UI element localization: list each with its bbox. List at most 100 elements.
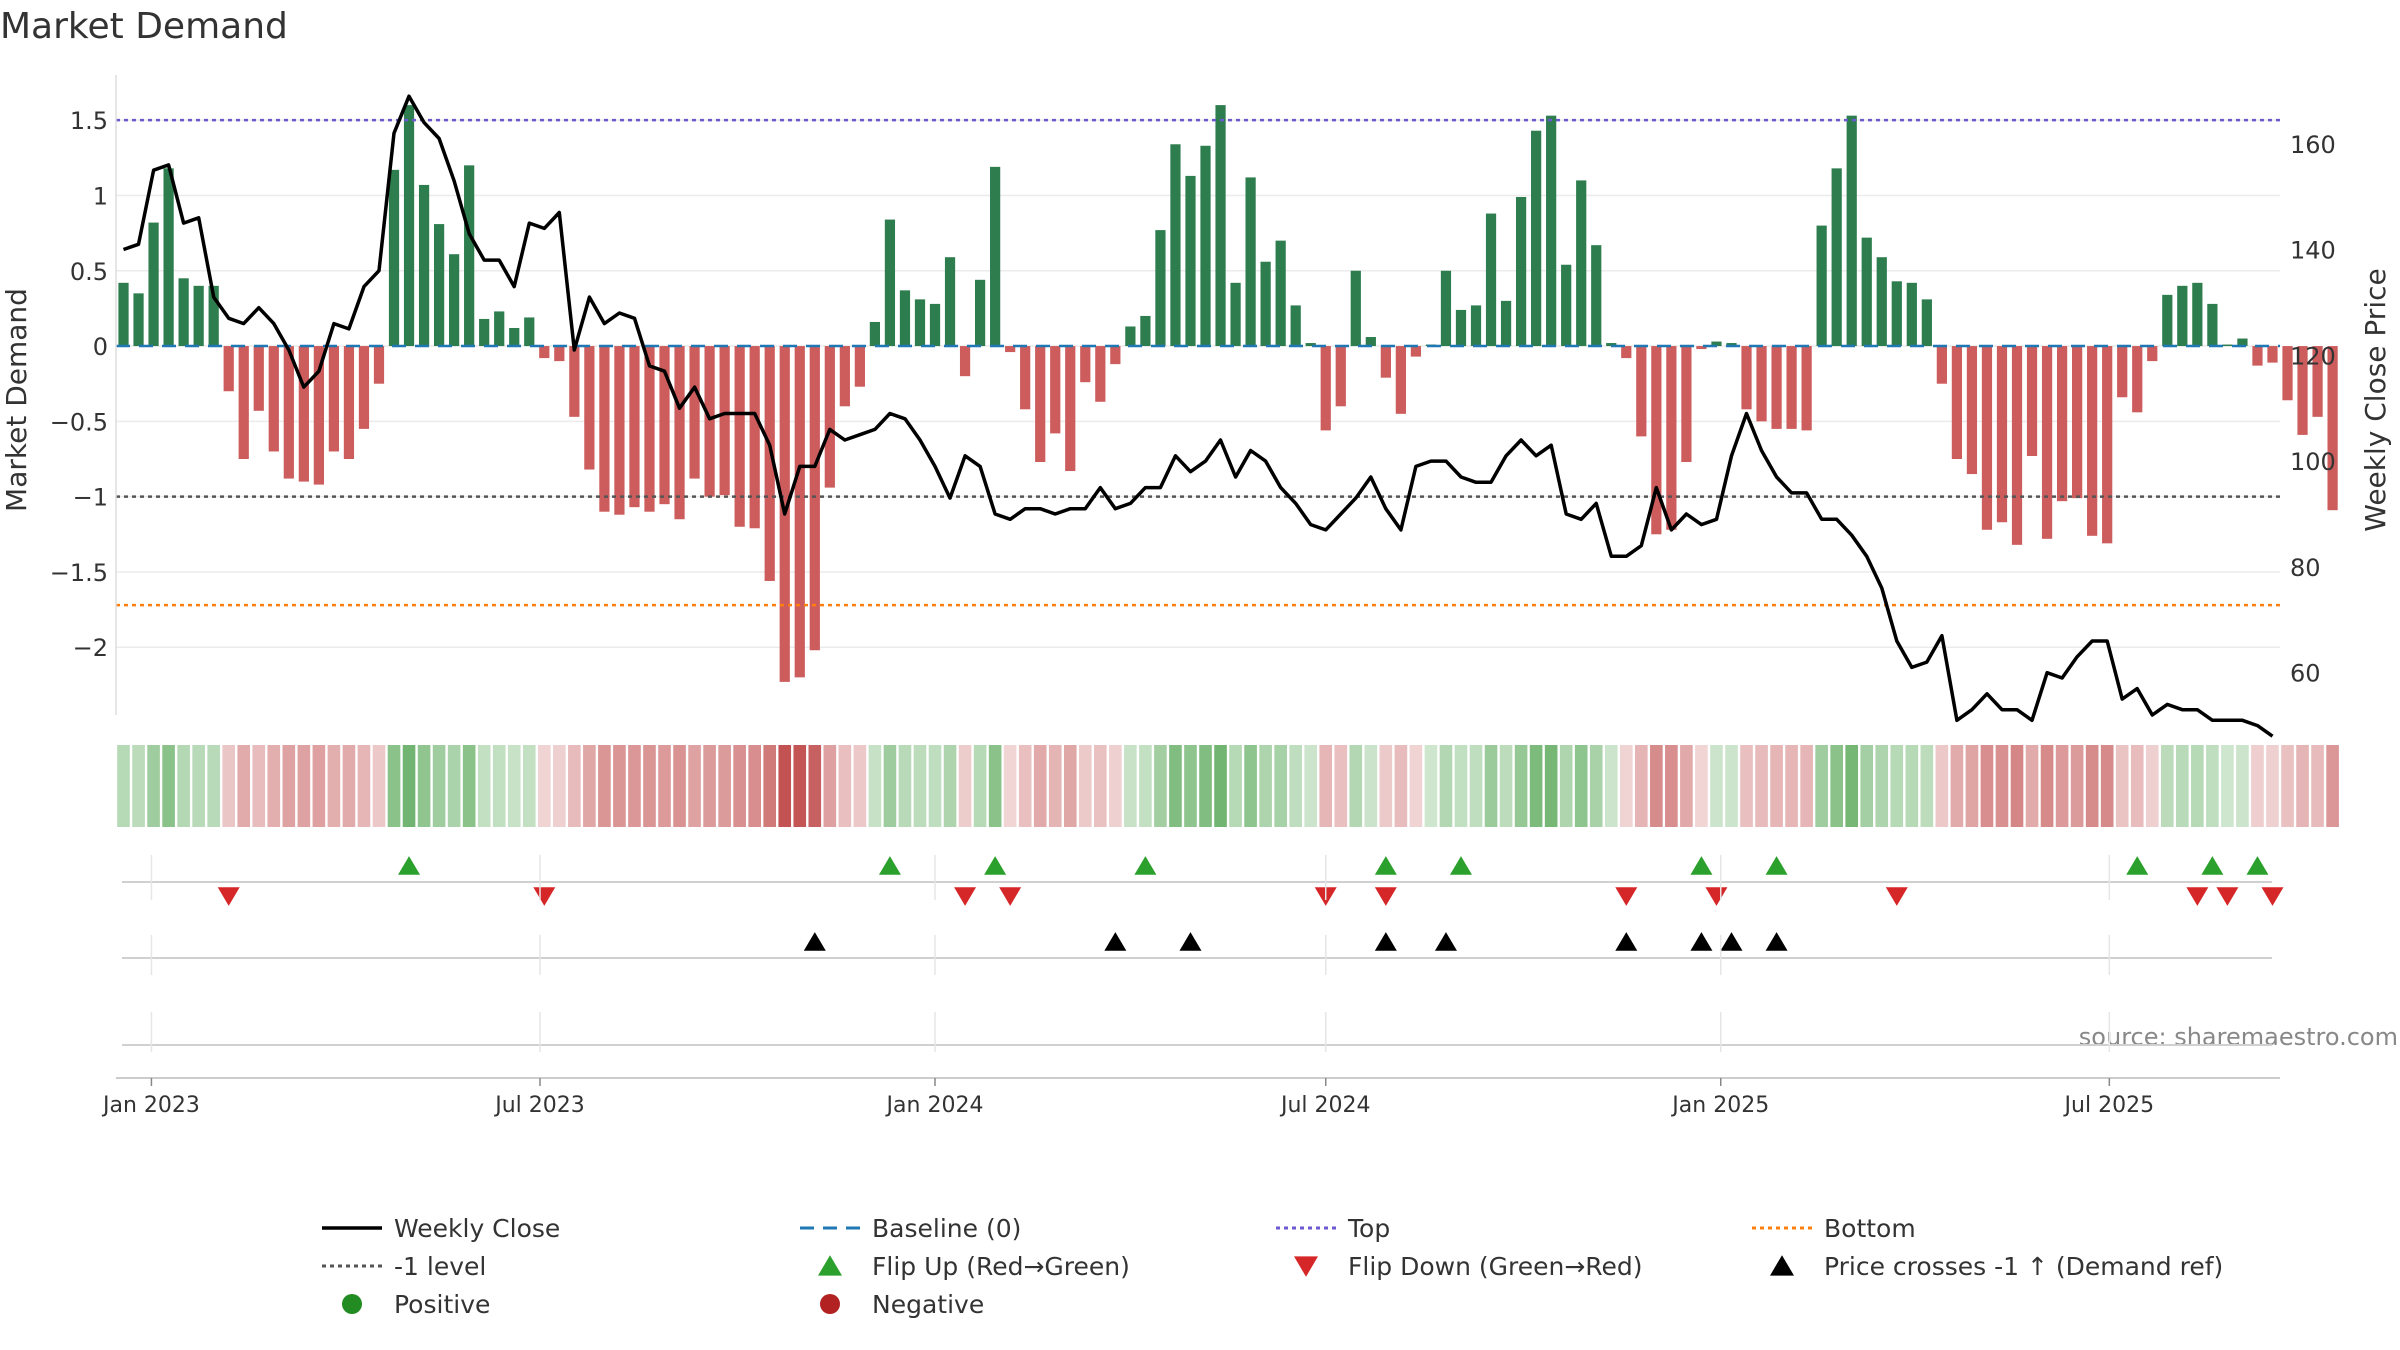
x-axis: Jan 2023 Jul 2023 Jan 2024 Jul 2024 Jan 2025… xyxy=(101,855,2280,1118)
demand-bar xyxy=(2192,282,2203,347)
demand-bar xyxy=(118,282,129,347)
demand-bar xyxy=(1065,346,1076,472)
heat-cell xyxy=(2176,745,2189,827)
demand-heat-strip xyxy=(117,745,2339,827)
demand-bar xyxy=(1365,337,1376,347)
flip-down-marker xyxy=(1885,887,1908,906)
heat-cell xyxy=(1048,745,1062,827)
source-note: source: sharemaestro.com xyxy=(2079,1023,2398,1051)
flip-down-marker xyxy=(1374,887,1397,906)
demand-bar xyxy=(328,346,340,452)
flip-down-marker xyxy=(999,887,1022,906)
heat-cell xyxy=(282,745,296,827)
demand-bar xyxy=(1801,346,1812,431)
demand-bar xyxy=(1786,346,1797,429)
demand-bar xyxy=(1170,144,1181,347)
y2-tick-label: 60 xyxy=(2290,660,2321,688)
demand-bar xyxy=(238,346,249,459)
heat-cell xyxy=(2236,745,2249,827)
heat-cell xyxy=(1995,745,2009,827)
demand-bar xyxy=(614,346,625,515)
demand-bar xyxy=(1831,168,1842,347)
demand-bar xyxy=(509,327,520,347)
demand-bar xyxy=(839,346,850,407)
heat-cell xyxy=(147,745,160,827)
legend-label: Positive xyxy=(394,1290,490,1319)
price-cross-marker xyxy=(1434,932,1457,951)
demand-bar xyxy=(1290,305,1301,347)
legend-item-minus-one-level: -1 level xyxy=(322,1252,486,1281)
price-cross-marker xyxy=(1690,932,1713,951)
demand-bar xyxy=(178,278,189,347)
demand-bar xyxy=(1215,105,1226,347)
heat-cell xyxy=(1018,745,1032,827)
demand-bar xyxy=(1906,282,1917,347)
flip-up-marker xyxy=(2126,856,2149,875)
price-cross-marker xyxy=(1104,932,1127,951)
legend-label: Flip Down (Green→Red) xyxy=(1348,1252,1643,1281)
heat-cell xyxy=(1169,745,1182,827)
demand-bar xyxy=(2147,346,2158,362)
demand-bar xyxy=(1410,346,1422,357)
legend-item-flip-down: Flip Down (Green→Red) xyxy=(1294,1252,1643,1281)
legend-swatch xyxy=(820,1294,840,1314)
demand-bar xyxy=(418,184,430,347)
flip-up-marker xyxy=(1449,856,1472,875)
flip-up-marker xyxy=(1690,856,1713,875)
demand-bar xyxy=(223,346,234,392)
heat-cell xyxy=(1665,745,1678,827)
heat-cell xyxy=(2040,745,2054,827)
demand-bar xyxy=(1470,305,1482,347)
heat-cell xyxy=(1469,745,1483,827)
y2-tick-label: 100 xyxy=(2290,448,2336,476)
legend-label: Bottom xyxy=(1824,1214,1916,1243)
demand-bar xyxy=(1275,240,1286,347)
heat-cell xyxy=(673,745,686,827)
y2-tick-label: 80 xyxy=(2290,554,2321,582)
heat-cell xyxy=(162,745,175,827)
demand-bar xyxy=(1485,213,1497,347)
heat-cell xyxy=(838,745,852,827)
demand-bar xyxy=(2072,346,2083,499)
flip-down-marker xyxy=(2261,887,2284,906)
heat-cell xyxy=(1229,745,1242,827)
heat-cell xyxy=(297,745,311,827)
heat-cell xyxy=(1409,745,1423,827)
heat-cell xyxy=(898,745,912,827)
heat-cell xyxy=(1815,745,1828,827)
demand-bar xyxy=(884,219,896,347)
heat-cell xyxy=(1244,745,1257,827)
demand-bar xyxy=(2237,338,2248,347)
heat-cell xyxy=(1139,745,1152,827)
demand-bar xyxy=(1320,346,1331,431)
weekly-close-series xyxy=(122,94,2274,738)
demand-bar xyxy=(1996,346,2008,523)
demand-bar xyxy=(1050,346,1061,434)
heat-cell xyxy=(1860,745,1874,827)
heat-cell xyxy=(1259,745,1272,827)
demand-bar xyxy=(1741,346,1752,410)
demand-bar xyxy=(1200,145,1211,347)
demand-bar xyxy=(1020,346,1031,410)
heat-cell xyxy=(1544,745,1558,827)
demand-bar xyxy=(554,346,565,362)
heat-cell xyxy=(823,745,837,827)
heat-cell xyxy=(568,745,581,827)
demand-bar xyxy=(1936,346,1947,384)
heat-cell xyxy=(1800,745,1813,827)
heat-cell xyxy=(703,745,716,827)
demand-bar xyxy=(148,222,159,347)
demand-bar xyxy=(283,346,294,479)
demand-bar xyxy=(1335,346,1346,407)
demand-bar xyxy=(449,254,460,347)
demand-bar xyxy=(388,169,400,347)
heat-cell xyxy=(1770,745,1783,827)
heat-cell xyxy=(1334,745,1348,827)
heat-cell xyxy=(598,745,611,827)
heat-cell xyxy=(1214,745,1227,827)
demand-bar xyxy=(749,346,760,529)
demand-bar xyxy=(2026,346,2038,456)
legend-label: Price crosses -1 ↑ (Demand ref) xyxy=(1824,1252,2223,1281)
demand-bar xyxy=(1395,346,1406,414)
demand-bar xyxy=(1861,237,1872,347)
